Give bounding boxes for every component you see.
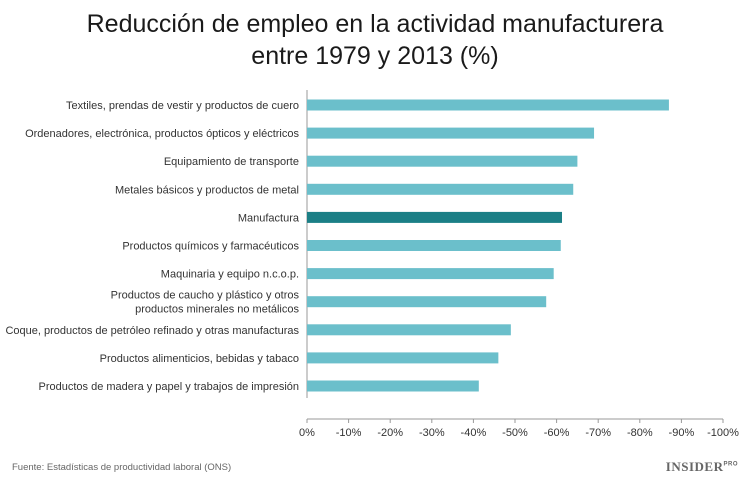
- bar: [307, 324, 511, 336]
- x-tick-label: -70%: [585, 427, 611, 439]
- bar: [307, 352, 499, 364]
- x-tick-label: -40%: [461, 427, 487, 439]
- category-label: Ordenadores, electrónica, productos ópti…: [25, 128, 299, 140]
- category-label: Maquinaria y equipo n.c.o.p.: [161, 269, 299, 281]
- category-label: Productos de caucho y plástico y otros pr…: [111, 290, 300, 316]
- x-tick-label: -90%: [669, 427, 695, 439]
- chart-title: Reducción de empleo en la actividad manu…: [0, 8, 750, 72]
- bar: [307, 380, 479, 392]
- title-line-1: Reducción de empleo en la actividad manu…: [86, 10, 664, 38]
- bar: [307, 183, 574, 195]
- category-label: Productos alimenticios, bebidas y tabaco: [100, 353, 299, 365]
- bar: [307, 211, 563, 223]
- bar: [307, 240, 561, 251]
- x-tick-label: -20%: [377, 427, 403, 439]
- category-label: Coque, productos de petróleo refinado y …: [5, 325, 299, 337]
- bar: [307, 155, 578, 167]
- x-tick-label: 0%: [299, 427, 315, 439]
- x-tick-label: -50%: [502, 427, 528, 439]
- x-tick-label: -60%: [544, 427, 570, 439]
- category-label: Productos químicos y farmacéuticos: [122, 241, 299, 253]
- bar: [307, 268, 554, 280]
- bar: [307, 99, 669, 111]
- x-tick-label: -80%: [627, 427, 653, 439]
- title-line-2: entre 1979 y 2013 (%): [251, 42, 499, 70]
- x-tick-label: -30%: [419, 427, 445, 439]
- insider-pro-logo: INSIDERPRO: [665, 459, 738, 474]
- x-tick-label: -100%: [707, 427, 739, 439]
- category-label: Textiles, prendas de vestir y productos …: [66, 100, 299, 112]
- source-note: Fuente: Estadísticas de productividad la…: [12, 462, 232, 473]
- bar: [307, 127, 595, 139]
- category-label: Manufactura: [238, 212, 300, 224]
- category-label: Productos de madera y papel y trabajos d…: [39, 381, 299, 393]
- bar: [307, 296, 547, 308]
- x-tick-label: -10%: [336, 427, 362, 439]
- category-label: Equipamiento de transporte: [164, 156, 299, 168]
- category-label: Metales básicos y productos de metal: [115, 184, 299, 196]
